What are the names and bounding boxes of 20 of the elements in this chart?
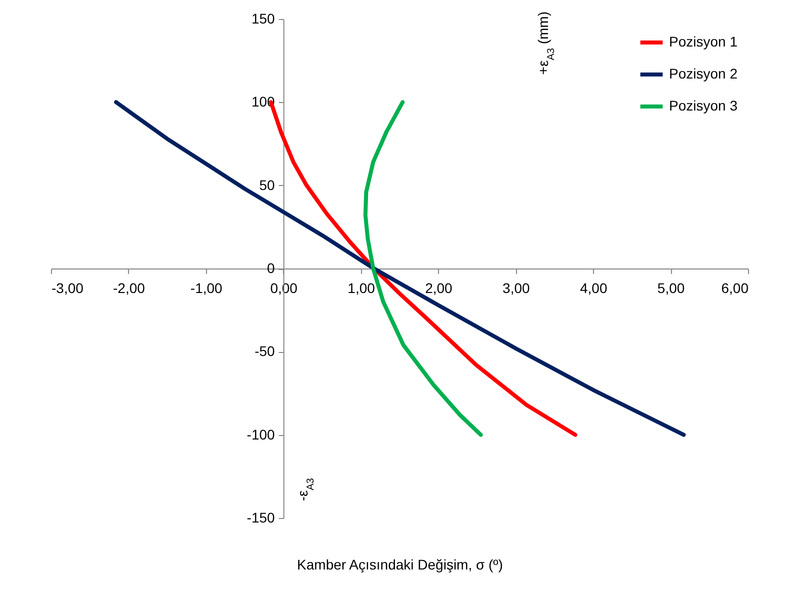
- x-tick-label: 6,00: [721, 280, 749, 296]
- y-tick-label: 50: [259, 176, 276, 193]
- x-tick-label: 2,00: [425, 280, 453, 296]
- y-tick-label: -50: [254, 343, 276, 360]
- x-tick-label: 0,00: [270, 280, 298, 296]
- legend-label: Pozisyon 1: [669, 34, 738, 50]
- y-tick-label: 0: [267, 260, 276, 276]
- x-tick-label: 5,00: [657, 280, 685, 296]
- x-tick-label: -3,00: [52, 280, 84, 296]
- x-tick-label: 1,00: [348, 280, 376, 296]
- x-axis-title: Kamber Açısındaki Değişim, σ (º): [297, 556, 503, 572]
- x-tick-label: 4,00: [580, 280, 608, 296]
- y-tick-label: -150: [246, 510, 276, 526]
- legend-label: Pozisyon 3: [669, 98, 738, 114]
- legend-label: Pozisyon 2: [669, 66, 738, 82]
- x-tick-label: 3,00: [502, 280, 530, 296]
- x-tick-label: -1,00: [190, 280, 223, 296]
- y-tick-label: 150: [251, 10, 276, 26]
- x-tick-label: -2,00: [112, 280, 146, 296]
- y-tick-label: -100: [246, 426, 276, 442]
